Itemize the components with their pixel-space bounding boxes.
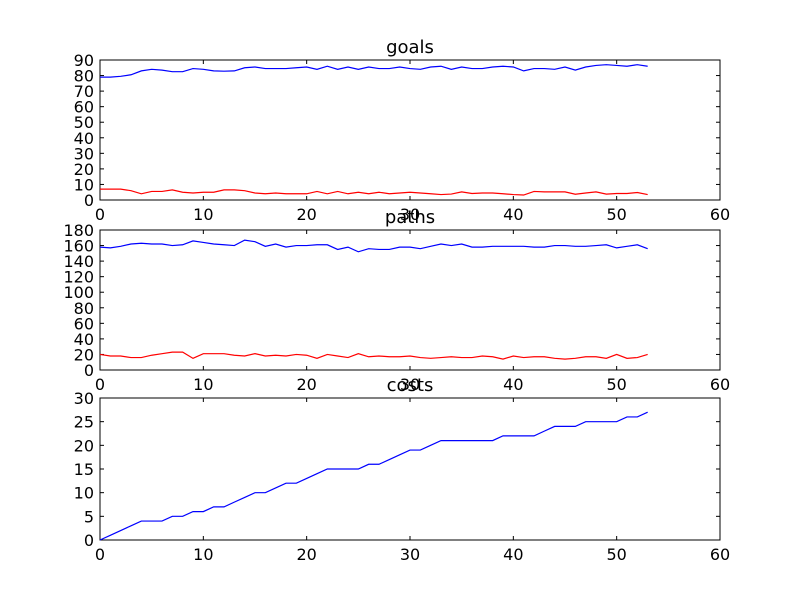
x-tick-label: 60	[710, 545, 730, 564]
series-line-2	[99, 351, 648, 360]
y-tick-label: 10	[74, 175, 94, 194]
subplot-title: goals	[386, 37, 434, 58]
y-tick-label: 20	[74, 160, 94, 179]
x-tick-label: 30	[400, 375, 420, 394]
y-tick-label: 40	[74, 129, 94, 148]
y-tick-label: 0	[84, 531, 94, 550]
x-tick-label: 20	[296, 205, 316, 224]
y-tick-label: 25	[74, 413, 94, 432]
plot-area	[99, 397, 721, 541]
y-tick-label: 160	[63, 237, 94, 256]
subplot-title: costs	[387, 375, 434, 396]
y-tick-label: 10	[74, 484, 94, 503]
x-tick-label: 30	[400, 545, 420, 564]
subplot-2: 0 10 20 30 40 50 60020406080100120140160180pat…	[63, 207, 730, 394]
x-tick-label: 50	[606, 375, 626, 394]
x-tick-label: 0	[95, 545, 105, 564]
y-tick-label: 15	[74, 460, 94, 479]
x-tick-label: 40	[503, 205, 523, 224]
x-tick-label: 10	[193, 545, 213, 564]
x-tick-label: 50	[606, 205, 626, 224]
y-tick-label: 80	[74, 67, 94, 86]
y-tick-label: 40	[74, 330, 94, 349]
series-line-1	[100, 64, 648, 78]
y-tick-label: 120	[63, 268, 94, 287]
y-tick-label: 30	[74, 389, 94, 408]
x-tick-label: 0	[95, 375, 105, 394]
y-tick-label: 20	[74, 436, 94, 455]
series-line-1	[99, 411, 648, 541]
y-tick-label: 180	[63, 221, 94, 240]
y-tick-label: 5	[84, 507, 94, 526]
y-tick-label: 0	[84, 361, 94, 380]
plot-area	[99, 59, 721, 201]
y-tick-label: 90	[74, 51, 94, 70]
x-tick-label: 20	[296, 375, 316, 394]
y-tick-label: 140	[63, 252, 94, 271]
y-tick-label: 70	[74, 82, 94, 101]
x-tick-label: 20	[296, 545, 316, 564]
series-line-1	[99, 239, 648, 253]
x-tick-label: 10	[193, 205, 213, 224]
y-tick-label: 50	[74, 113, 94, 132]
x-tick-label: 60	[710, 205, 730, 224]
y-tick-label: 30	[74, 144, 94, 163]
y-tick-label: 100	[63, 283, 94, 302]
x-tick-label: 10	[193, 375, 213, 394]
plot-area	[99, 229, 721, 371]
y-tick-label: 0	[84, 191, 94, 210]
x-tick-label: 30	[400, 205, 420, 224]
x-tick-label: 40	[503, 545, 523, 564]
y-tick-label: 60	[74, 98, 94, 117]
subplot-title: paths	[385, 207, 435, 228]
y-tick-label: 60	[74, 314, 94, 333]
x-tick-label: 50	[606, 545, 626, 564]
y-tick-label: 80	[74, 299, 94, 318]
y-tick-label: 20	[74, 345, 94, 364]
series-line-2	[100, 188, 648, 196]
x-tick-label: 0	[95, 205, 105, 224]
x-tick-label: 60	[710, 375, 730, 394]
x-tick-label: 40	[503, 375, 523, 394]
